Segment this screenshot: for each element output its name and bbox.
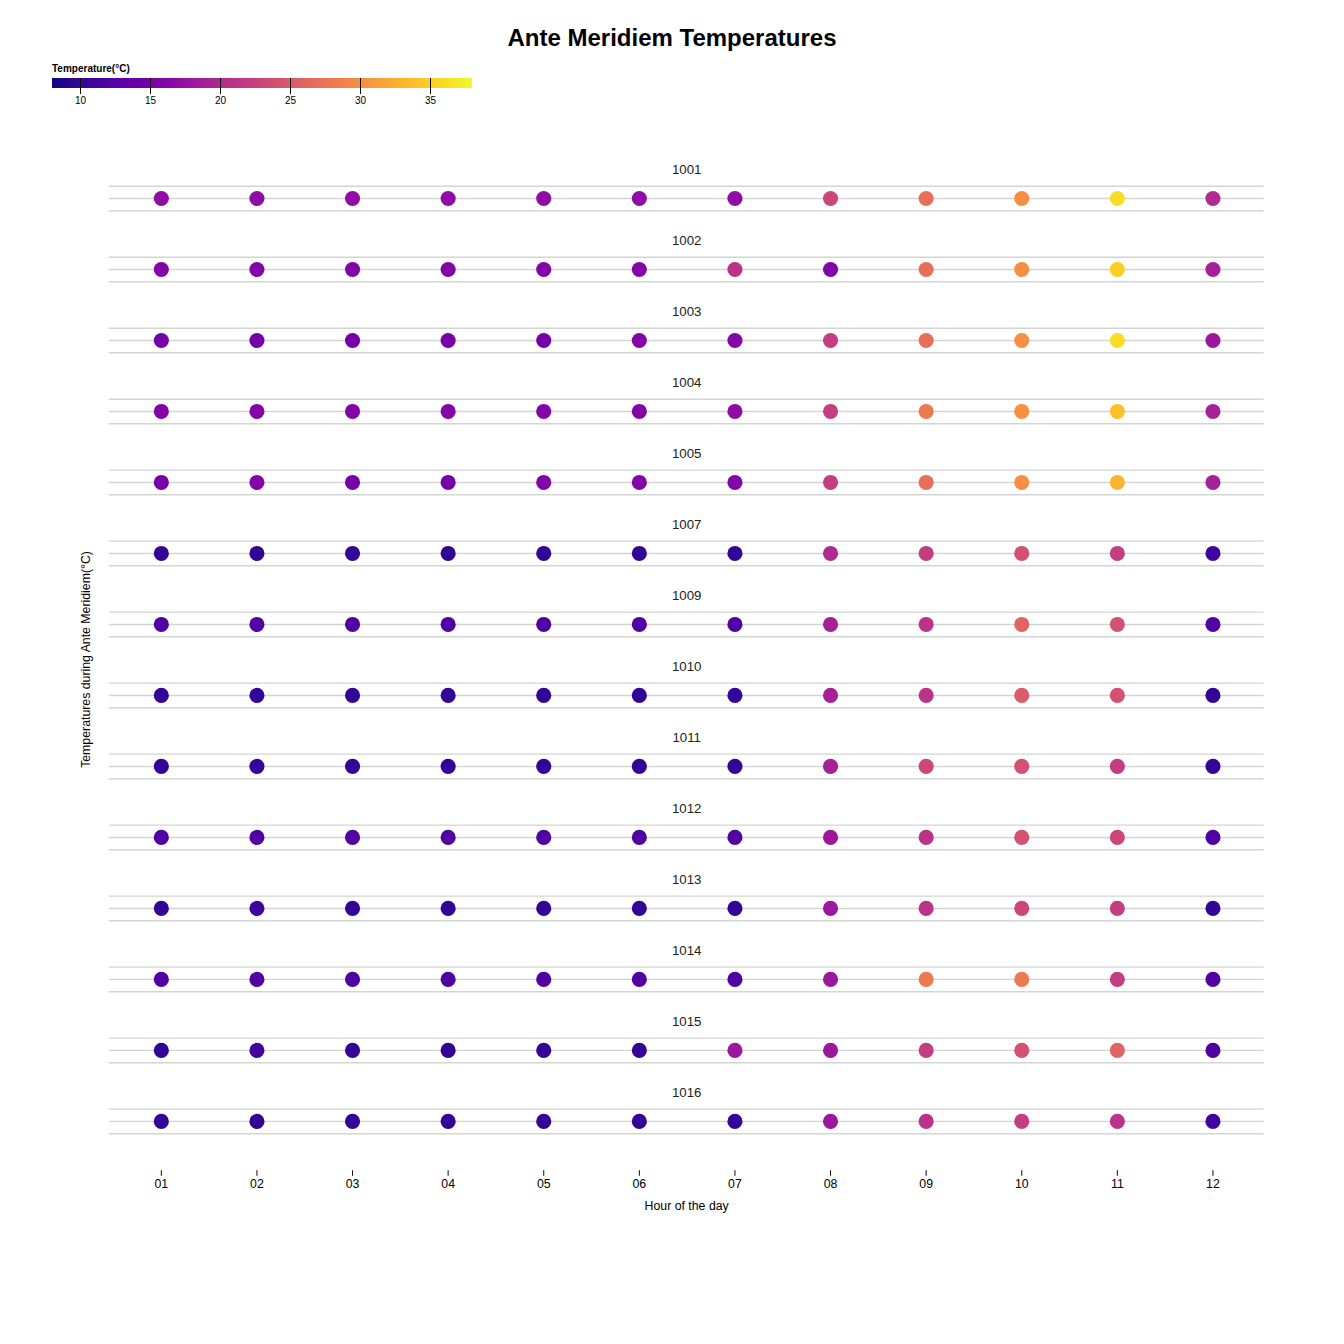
svg-text:04: 04 xyxy=(441,1177,455,1191)
svg-text:05: 05 xyxy=(537,1177,551,1191)
svg-text:1007: 1007 xyxy=(672,517,701,532)
svg-text:08: 08 xyxy=(824,1177,838,1191)
svg-text:25: 25 xyxy=(285,95,297,106)
svg-text:1011: 1011 xyxy=(672,730,701,745)
svg-text:1004: 1004 xyxy=(672,375,701,390)
html-text:Ante Meridiem Temperatures: Ante Meridiem Temperatures xyxy=(507,24,837,51)
svg-text:1002: 1002 xyxy=(672,233,701,248)
svg-text:15: 15 xyxy=(145,95,157,106)
svg-text:10: 10 xyxy=(1015,1177,1029,1191)
svg-text:06: 06 xyxy=(633,1177,647,1191)
svg-text:03: 03 xyxy=(346,1177,360,1191)
svg-text:1015: 1015 xyxy=(672,1014,701,1029)
svg-text:01: 01 xyxy=(154,1177,168,1191)
svg-text:07: 07 xyxy=(728,1177,742,1191)
svg-text:Temperatures during Ante Merid: Temperatures during Ante Meridiem(°C) xyxy=(79,551,93,768)
svg-text:12: 12 xyxy=(1206,1177,1220,1191)
svg-text:1005: 1005 xyxy=(672,446,701,461)
svg-text:20: 20 xyxy=(215,95,227,106)
svg-text:30: 30 xyxy=(355,95,367,106)
svg-text:35: 35 xyxy=(425,95,437,106)
svg-text:11: 11 xyxy=(1111,1177,1124,1191)
svg-text:09: 09 xyxy=(919,1177,933,1191)
svg-text:1009: 1009 xyxy=(672,588,701,603)
svg-text:1001: 1001 xyxy=(672,162,701,177)
svg-text:Temperature(°C): Temperature(°C) xyxy=(52,63,130,74)
svg-text:1014: 1014 xyxy=(672,943,701,958)
svg-text:Hour of the day: Hour of the day xyxy=(645,1199,730,1213)
svg-text:02: 02 xyxy=(250,1177,264,1191)
svg-text:1010: 1010 xyxy=(672,659,701,674)
svg-text:1012: 1012 xyxy=(672,801,701,816)
svg-text:1013: 1013 xyxy=(672,872,701,887)
svg-text:1003: 1003 xyxy=(672,304,701,319)
svg-text:10: 10 xyxy=(75,95,87,106)
svg-text:1016: 1016 xyxy=(672,1085,701,1100)
